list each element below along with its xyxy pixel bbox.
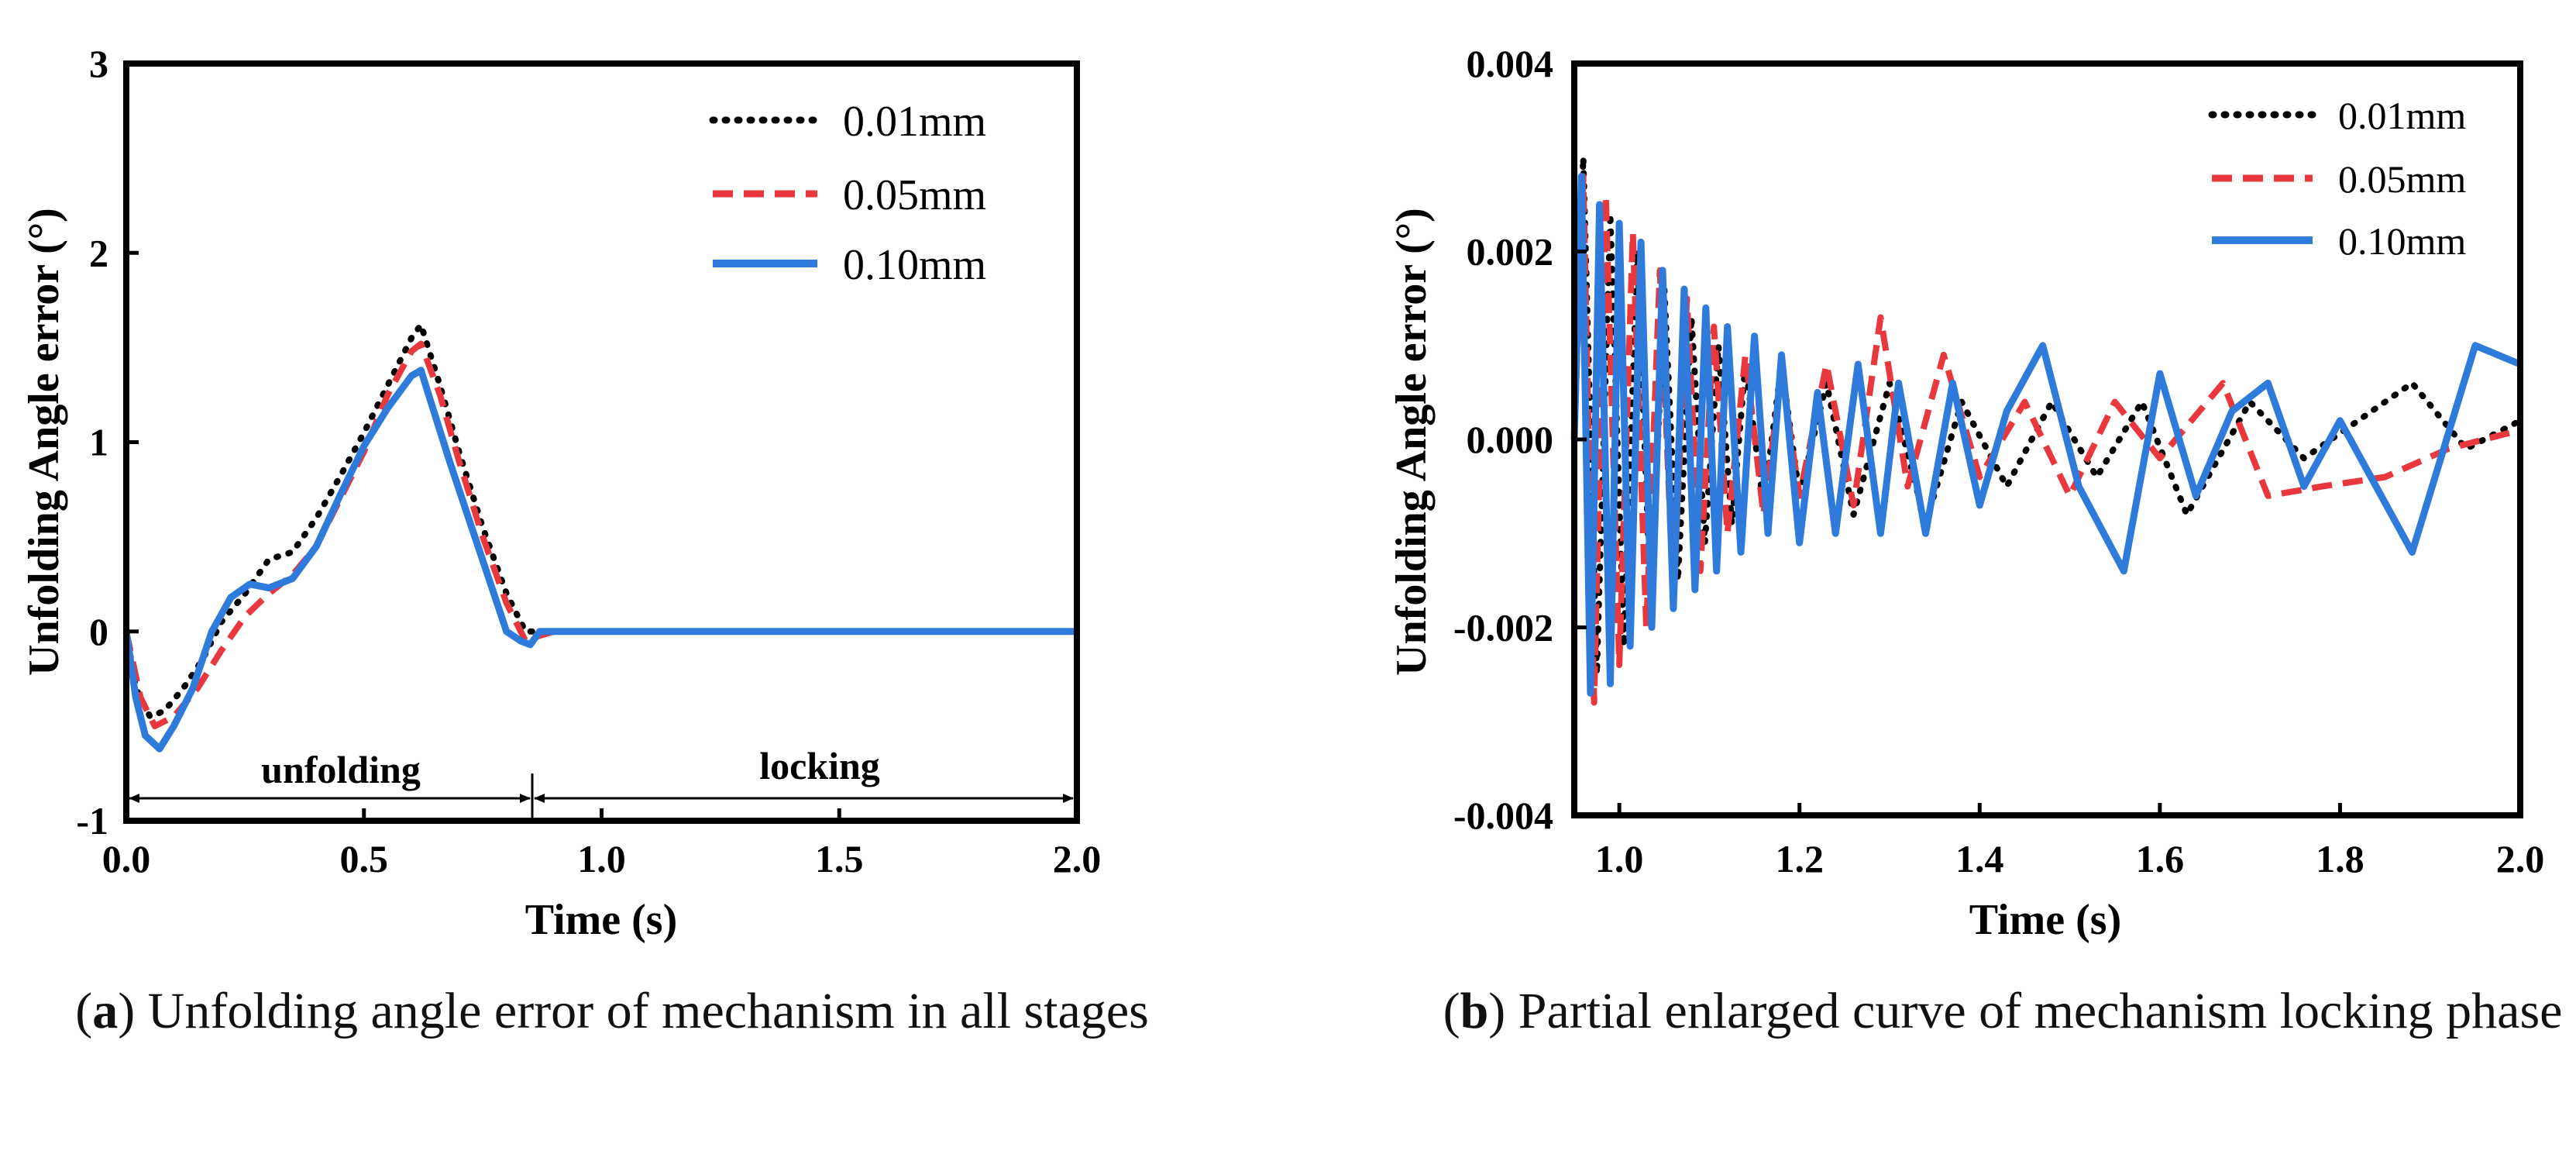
caption-a-text: Unfolding angle error of mechanism in al… <box>147 983 1149 1039</box>
chart-panel-b: 1.0 1.2 1.4 1.6 1.8 2.0 -0.004 -0.002 0.000 0.002… <box>1388 42 2544 944</box>
chart-a-x-tick-label: 2.0 <box>1053 837 1102 880</box>
chart-b-x-tick-label: 1.0 <box>1595 837 1644 880</box>
chart-a-x-tick-label: 0.0 <box>102 837 151 880</box>
chart-a-y-tick-label: 3 <box>89 42 108 85</box>
chart-b-x-tick-label: 2.0 <box>2496 837 2545 880</box>
chart-a-y-tick-label: 1 <box>89 421 108 464</box>
chart-b-y-tick-label: 0.004 <box>1467 42 1554 85</box>
chart-a-plot-area <box>122 322 1080 753</box>
chart-a-y-axis-title: Unfolding Angle error (°) <box>20 208 68 676</box>
chart-a-x-tick-label: 1.5 <box>815 837 864 880</box>
chart-a-y-tick-label: 2 <box>89 231 108 274</box>
chart-a-x-tick-label: 0.5 <box>340 837 389 880</box>
caption-b-text: Partial enlarged curve of mechanism lock… <box>1518 983 2563 1039</box>
chart-b-x-tick-label: 1.2 <box>1775 837 1824 880</box>
chart-b-series-s010 <box>1570 173 2522 697</box>
chart-b-plot-area <box>1570 154 2523 706</box>
chart-b-x-tick-label: 1.4 <box>1955 837 2004 880</box>
chart-a-series-s010 <box>122 367 1077 753</box>
chart-a-ticks: 0.0 0.5 1.0 1.5 2.0 -1 0 1 2 3 <box>76 42 1101 880</box>
chart-b-y-tick-label: 0.002 <box>1467 230 1554 274</box>
caption-b-letter: b <box>1460 983 1489 1039</box>
chart-a-x-tick-label: 1.0 <box>577 837 626 880</box>
chart-b-y-tick-label: -0.002 <box>1453 606 1553 649</box>
caption-a-letter: a <box>92 983 119 1039</box>
legend-b-label-010: 0.10mm <box>2338 219 2466 263</box>
chart-b-y-axis-title: Unfolding Angle error (°) <box>1388 208 1436 676</box>
legend-b-label-005: 0.05mm <box>2338 157 2466 201</box>
chart-b-x-tick-label: 1.6 <box>2136 837 2185 880</box>
caption-a: (a) Unfolding angle error of mechanism i… <box>75 983 1149 1039</box>
chart-a-legend: 0.01mm 0.05mm 0.10mm <box>709 98 986 289</box>
legend-b-label-001: 0.01mm <box>2338 94 2466 137</box>
chart-a-x-axis-title: Time (s) <box>525 896 678 944</box>
chart-b-y-tick-label: 0.000 <box>1467 418 1554 461</box>
chart-b-x-tick-label: 1.8 <box>2316 837 2364 880</box>
locking-label: locking <box>759 744 880 787</box>
caption-b: (b) Partial enlarged curve of mechanism … <box>1443 983 2563 1039</box>
legend-a-label-001: 0.01mm <box>843 98 986 146</box>
chart-a-y-tick-label: 0 <box>89 610 108 653</box>
chart-a-series-s001 <box>123 322 1080 720</box>
legend-a-label-005: 0.05mm <box>843 171 986 219</box>
chart-b-y-tick-label: -0.004 <box>1453 794 1553 837</box>
chart-b-legend: 0.01mm 0.05mm 0.10mm <box>2208 94 2466 263</box>
chart-b-ticks: 1.0 1.2 1.4 1.6 1.8 2.0 -0.004 -0.002 0.000 0.002… <box>1453 42 2544 880</box>
unfolding-label: unfolding <box>261 748 421 791</box>
legend-a-label-010: 0.10mm <box>843 241 986 289</box>
chart-a-series-s005 <box>123 340 1077 729</box>
chart-b-x-axis-title: Time (s) <box>1969 896 2122 944</box>
chart-a-y-tick-label: -1 <box>76 799 108 842</box>
